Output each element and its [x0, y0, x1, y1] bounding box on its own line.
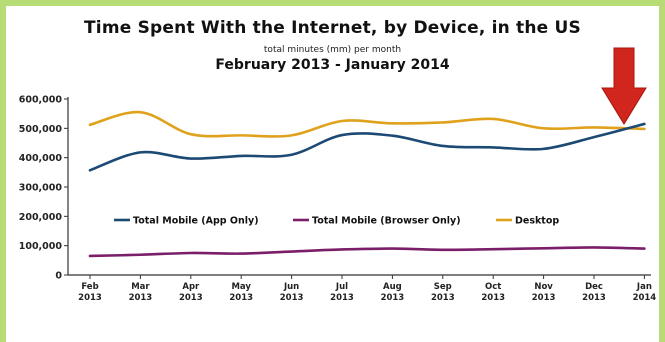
x-tick-label-year: 2014 [633, 293, 657, 303]
chart-subtitle: total minutes (mm) per month [263, 45, 402, 55]
series-line-total-mobile-browser-only [88, 246, 646, 258]
x-tick-label-month: Dec [585, 282, 603, 292]
x-tick-label-year: 2013 [431, 293, 455, 303]
chart-frame: Time Spent With the Internet, by Device,… [6, 6, 659, 342]
x-tick-label-year: 2013 [280, 293, 304, 303]
x-tick-label-month: Aug [383, 282, 402, 292]
x-tick-label-month: Jun [283, 282, 299, 292]
y-tick-label: 200,000 [19, 212, 63, 223]
y-tick-label: 500,000 [19, 124, 63, 135]
y-tick-label: 600,000 [19, 95, 63, 106]
x-tick-label-year: 2013 [532, 293, 556, 303]
line-chart: 0 100,000 200,000 300,000 400,000 500,000 600,… [19, 47, 657, 303]
y-tick-label: 0 [55, 271, 62, 282]
x-tick-label-year: 2013 [481, 293, 505, 303]
x-tick-label-month: Jul [335, 282, 348, 292]
x-tick-label-month: Sep [434, 282, 452, 292]
x-tick-label-year: 2013 [179, 293, 203, 303]
legend-label: Total Mobile (App Only) [133, 216, 259, 227]
chart-date-range: February 2013 - January 2014 [215, 57, 450, 73]
chart-title: Time Spent With the Internet, by Device,… [84, 18, 581, 38]
x-tick-label-year: 2013 [330, 293, 354, 303]
y-tick-label: 400,000 [19, 153, 63, 164]
y-tick-label: 100,000 [19, 241, 63, 252]
x-tick-label-year: 2013 [381, 293, 405, 303]
x-tick-label-year: 2013 [78, 293, 102, 303]
x-tick-label-month: Nov [534, 282, 553, 292]
y-tick-label: 300,000 [19, 183, 63, 194]
legend-label: Desktop [515, 216, 559, 227]
x-tick-label-year: 2013 [129, 293, 153, 303]
x-tick-label-month: Apr [182, 282, 200, 292]
x-tick-label-month: Jan [636, 282, 652, 292]
x-tick-label-year: 2013 [229, 293, 253, 303]
x-tick-label-month: Feb [81, 282, 98, 292]
x-tick-label-month: Mar [131, 282, 150, 292]
legend-label: Total Mobile (Browser Only) [312, 216, 461, 227]
series-line-desktop [88, 110, 646, 138]
red-down-arrow-annotation [601, 47, 647, 125]
series-line-total-mobile-app-only [88, 122, 646, 172]
x-tick-label-year: 2013 [582, 293, 606, 303]
x-tick-label-month: Oct [485, 282, 501, 292]
x-tick-label-month: May [231, 282, 251, 292]
